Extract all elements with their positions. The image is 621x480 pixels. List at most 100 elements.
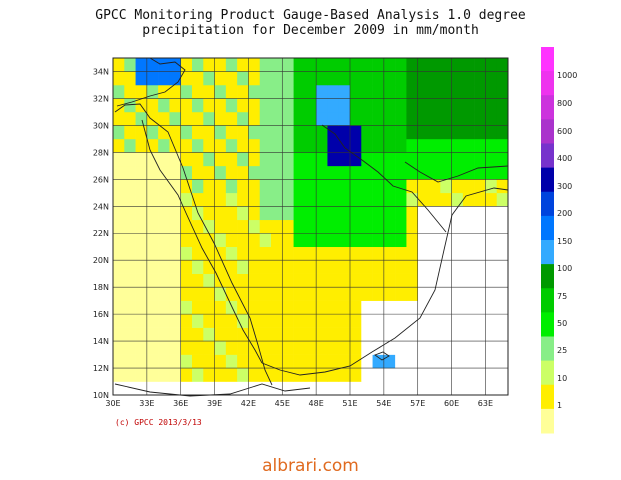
grid-cell — [417, 58, 430, 72]
grid-cell — [383, 287, 396, 301]
grid-cell — [338, 58, 351, 72]
grid-cell — [146, 111, 159, 126]
grid-cell — [417, 98, 430, 113]
grid-cell — [417, 341, 430, 355]
grid-cell — [327, 246, 340, 261]
grid-cell — [406, 341, 419, 355]
grid-cell — [271, 71, 283, 86]
grid-cell — [158, 111, 170, 126]
grid-cell — [462, 192, 475, 207]
grid-cell — [259, 300, 272, 315]
grid-cell — [474, 219, 486, 234]
grid-cell — [192, 368, 204, 382]
grid-cell — [372, 260, 385, 274]
grid-cell — [383, 165, 396, 180]
grid-cell — [192, 260, 204, 274]
grid-cell — [361, 71, 373, 86]
grid-cell — [135, 233, 148, 248]
grid-cell — [462, 300, 475, 315]
grid-cell — [282, 314, 294, 328]
grid-cell — [158, 381, 170, 396]
grid-cell — [169, 71, 182, 86]
grid-cell — [248, 111, 261, 126]
grid-cell — [214, 71, 227, 86]
color-legend: 1000 800 600 400 300 200 150 100 75 50 25 10 1 — [541, 47, 577, 434]
grid-cell — [214, 165, 227, 180]
grid-cell — [440, 246, 452, 261]
grid-cell — [237, 125, 249, 140]
grid-cell — [135, 111, 148, 126]
grid-cell — [282, 138, 294, 153]
grid-cell — [395, 314, 407, 328]
grid-cell — [180, 152, 193, 167]
grid-cell — [158, 179, 170, 194]
grid-cell — [135, 314, 148, 328]
grid-cell — [462, 368, 475, 382]
grid-cell — [406, 111, 419, 126]
grid-cell — [135, 138, 148, 153]
lat-tick-label: 30N — [93, 121, 109, 130]
grid-cell — [293, 260, 306, 274]
grid-cell — [361, 111, 373, 126]
grid-cell — [383, 192, 396, 207]
grid-cell — [146, 138, 159, 153]
grid-cell — [248, 165, 261, 180]
grid-cell — [248, 219, 261, 234]
grid-cell — [158, 368, 170, 382]
grid-cell — [293, 138, 306, 153]
grid-cell — [169, 233, 182, 248]
grid-cell — [462, 314, 475, 328]
grid-cell — [350, 368, 362, 382]
grid-cell — [327, 179, 340, 194]
grid-cell — [316, 58, 328, 72]
grid-cell — [350, 260, 362, 274]
grid-cell — [271, 246, 283, 261]
grid-cell — [146, 327, 159, 342]
grid-cell — [316, 287, 328, 301]
grid-cell — [203, 219, 215, 234]
grid-cell — [248, 179, 261, 194]
grid-cell — [248, 314, 261, 328]
grid-cell — [169, 246, 182, 261]
grid-cell — [180, 111, 193, 126]
legend-label: 100 — [557, 264, 572, 273]
grid-cell — [158, 233, 170, 248]
grid-cell — [124, 58, 136, 72]
grid-cell — [304, 111, 317, 126]
grid-cell — [485, 233, 498, 248]
grid-cell — [327, 233, 340, 248]
grid-cell — [124, 341, 136, 355]
grid-cell — [496, 71, 509, 86]
grid-cell — [485, 111, 498, 126]
grid-cell — [169, 98, 182, 113]
grid-cell — [203, 300, 215, 315]
grid-cell — [474, 206, 486, 221]
grid-cell — [316, 192, 328, 207]
grid-cell — [327, 206, 340, 221]
grid-cell — [248, 71, 261, 86]
grid-cell — [372, 314, 385, 328]
grid-cell — [304, 138, 317, 153]
grid-cell — [485, 314, 498, 328]
grid-cell — [293, 165, 306, 180]
grid-cell — [203, 152, 215, 167]
grid-cell — [361, 138, 373, 153]
grid-cell — [203, 138, 215, 153]
grid-cell — [113, 84, 125, 99]
grid-cell — [225, 71, 238, 86]
grid-cell — [282, 273, 294, 288]
grid-cell — [462, 381, 475, 396]
grid-cell — [485, 354, 498, 369]
grid-cell — [146, 192, 159, 207]
grid-cell — [304, 165, 317, 180]
grid-cell — [372, 84, 385, 99]
grid-cell — [293, 287, 306, 301]
grid-cell — [214, 273, 227, 288]
grid-cell — [237, 138, 249, 153]
copyright-text: (c) GPCC 2013/3/13 — [115, 418, 202, 427]
grid-cell — [146, 219, 159, 234]
grid-cell — [440, 179, 452, 194]
grid-cell — [417, 125, 430, 140]
grid-cell — [282, 381, 294, 396]
